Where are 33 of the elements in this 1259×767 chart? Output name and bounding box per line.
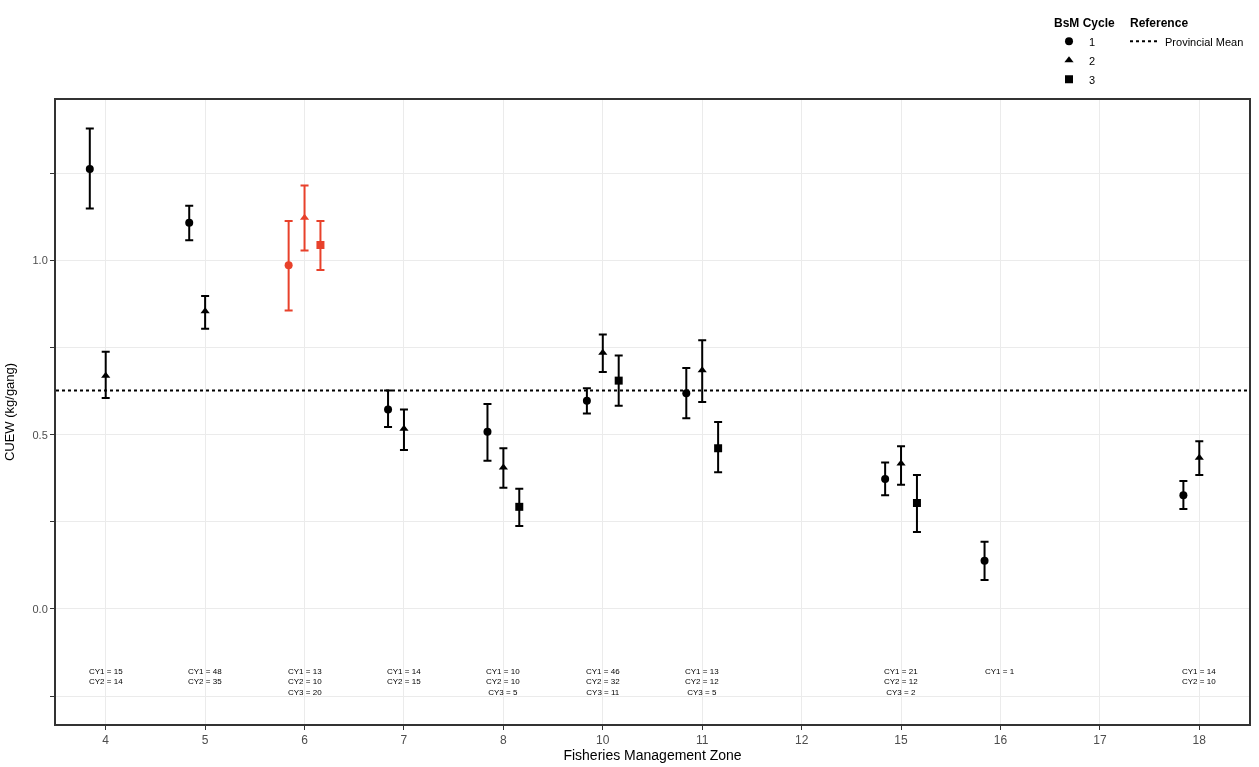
annotation: CY1 = 14 CY2 = 15 bbox=[387, 667, 422, 687]
y-axis-title: CUEW (kg/gang) bbox=[1, 362, 17, 462]
annotation: CY1 = 13 CY2 = 12 CY3 = 5 bbox=[685, 667, 720, 697]
annotation: CY1 = 48 CY2 = 35 bbox=[188, 667, 223, 687]
annotation: CY1 = 10 CY2 = 10 CY3 = 5 bbox=[486, 667, 521, 697]
legend-label: 2 bbox=[1089, 54, 1096, 67]
y-tick-label: 0.0 bbox=[32, 602, 48, 615]
x-tick-label: 4 bbox=[102, 733, 110, 748]
y-tick-label: 1.0 bbox=[32, 254, 48, 267]
x-tick-label: 15 bbox=[894, 733, 909, 748]
annotation: CY1 = 21 CY2 = 12 CY3 = 2 bbox=[884, 667, 919, 697]
legend-label: 3 bbox=[1089, 73, 1096, 86]
x-tick-label: 10 bbox=[596, 733, 610, 748]
x-tick-label: 12 bbox=[794, 733, 809, 748]
x-tick-label: 5 bbox=[201, 733, 209, 748]
x-tick-label: 11 bbox=[695, 733, 709, 748]
x-tick-label: 16 bbox=[993, 733, 1008, 748]
annotation: CY1 = 15 CY2 = 14 bbox=[89, 667, 124, 687]
x-tick-label: 18 bbox=[1192, 733, 1207, 748]
legend-label: 1 bbox=[1089, 35, 1096, 48]
x-tick-label: 7 bbox=[400, 733, 408, 748]
annotation: CY1 = 13 CY2 = 10 CY3 = 20 bbox=[288, 667, 323, 697]
x-tick-label: 8 bbox=[500, 733, 508, 748]
x-axis-title: Fisheries Management Zone bbox=[563, 747, 742, 764]
annotation: CY1 = 46 CY2 = 32 CY3 = 11 bbox=[586, 667, 621, 697]
annotation: CY1 = 1 bbox=[985, 667, 1015, 676]
legend-label: Provincial Mean bbox=[1165, 35, 1244, 48]
x-tick-label: 6 bbox=[301, 733, 309, 748]
text: Reference bbox=[1130, 15, 1189, 30]
annotation: CY1 = 14 CY2 = 10 bbox=[1182, 667, 1217, 687]
y-tick-label: 0.5 bbox=[32, 428, 48, 441]
x-tick-label: 17 bbox=[1093, 733, 1107, 748]
legend-title: BsM Cycle bbox=[1054, 15, 1116, 30]
